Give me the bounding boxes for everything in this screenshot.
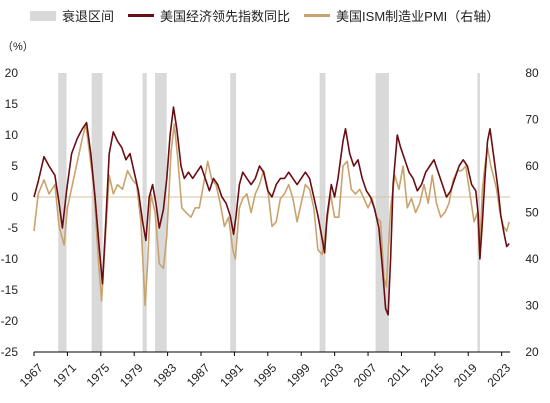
recession-band-2 bbox=[142, 73, 147, 352]
series-pmi-line bbox=[33, 123, 510, 307]
legend-pmi-swatch bbox=[304, 14, 331, 17]
series-lei-line bbox=[33, 106, 510, 316]
left-axis-unit: （%） bbox=[2, 41, 34, 53]
legend-lei-swatch bbox=[128, 14, 155, 17]
y-left-tick-label: -10 bbox=[1, 252, 19, 266]
y-left-tick-label: -20 bbox=[1, 314, 19, 328]
y-left-tick-label: 0 bbox=[11, 190, 18, 204]
legend-pmi-label: 美国ISM制造业PMI（右轴） bbox=[336, 9, 500, 24]
legend-pmi: 美国ISM制造业PMI（右轴） bbox=[304, 6, 499, 25]
legend-lei: 美国经济领先指数同比 bbox=[128, 6, 290, 25]
y-left-tick-label: -15 bbox=[1, 283, 19, 297]
recession-band-4 bbox=[230, 73, 237, 352]
y-right-tick-label: 80 bbox=[525, 66, 539, 80]
x-tick-label: 2015 bbox=[418, 361, 447, 390]
x-tick-label: 1991 bbox=[217, 361, 246, 390]
recession-band-3 bbox=[155, 73, 167, 352]
y-right-tick-label: 40 bbox=[525, 252, 539, 266]
y-right-tick-label: 60 bbox=[525, 159, 539, 173]
recession-band-0 bbox=[58, 73, 67, 352]
y-left-tick-label: -25 bbox=[1, 345, 19, 359]
y-left-tick-label: 15 bbox=[5, 97, 19, 111]
x-tick-label: 2019 bbox=[451, 361, 480, 390]
x-tick-label: 1983 bbox=[150, 361, 179, 390]
x-tick-label: 1987 bbox=[184, 361, 213, 390]
x-tick-label: 2011 bbox=[385, 361, 413, 389]
legend-recession-label: 衰退区间 bbox=[62, 9, 115, 24]
y-left-tick-label: 20 bbox=[5, 66, 19, 80]
y-right-tick-label: 30 bbox=[525, 299, 539, 313]
legend-recession-swatch bbox=[30, 10, 56, 21]
y-left-tick-label: -5 bbox=[7, 221, 18, 235]
y-left-tick-label: 5 bbox=[11, 159, 18, 173]
x-tick-label: 1975 bbox=[84, 361, 113, 390]
y-left-tick-label: 10 bbox=[5, 128, 19, 142]
y-right-tick-label: 20 bbox=[525, 345, 539, 359]
y-right-tick-label: 70 bbox=[525, 113, 539, 127]
x-tick-label: 1999 bbox=[284, 361, 313, 390]
x-tick-label: 1967 bbox=[17, 361, 46, 390]
x-tick-label: 1995 bbox=[251, 361, 280, 390]
recession-band-5 bbox=[319, 73, 326, 352]
legend-lei-label: 美国经济领先指数同比 bbox=[160, 9, 291, 24]
y-right-tick-label: 50 bbox=[525, 206, 539, 220]
legend-recession: 衰退区间 bbox=[30, 6, 114, 25]
chart-legend: 衰退区间 美国经济领先指数同比 美国ISM制造业PMI（右轴） bbox=[30, 6, 513, 25]
x-tick-label: 2007 bbox=[351, 361, 380, 390]
x-tick-label: 2003 bbox=[317, 361, 346, 390]
x-tick-label: 1971 bbox=[50, 361, 79, 390]
x-tick-label: 2023 bbox=[484, 361, 513, 390]
x-tick-label: 1979 bbox=[117, 361, 146, 390]
